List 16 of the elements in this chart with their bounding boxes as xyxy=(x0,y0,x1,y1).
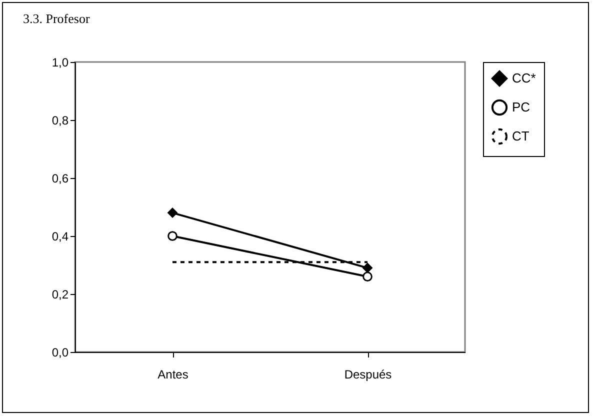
y-tick-label: 0,4 xyxy=(52,230,69,244)
x-tick-label: Después xyxy=(344,368,392,382)
y-tick-label: 0,2 xyxy=(52,288,69,302)
y-tick-label: 0,8 xyxy=(52,114,69,128)
y-tick-label: 0,6 xyxy=(52,172,69,186)
legend-label: CC* xyxy=(512,70,536,86)
point xyxy=(362,272,372,282)
chart-title: 3.3. Profesor xyxy=(23,11,90,26)
y-tick-label: 1,0 xyxy=(52,56,69,70)
legend-label: PC xyxy=(512,100,530,114)
point xyxy=(168,208,178,218)
point xyxy=(168,231,178,241)
legend-label: CT xyxy=(512,128,530,144)
point xyxy=(362,262,372,273)
x-tick-label: Antes xyxy=(158,368,188,382)
y-tick-label: 0,0 xyxy=(52,346,69,360)
